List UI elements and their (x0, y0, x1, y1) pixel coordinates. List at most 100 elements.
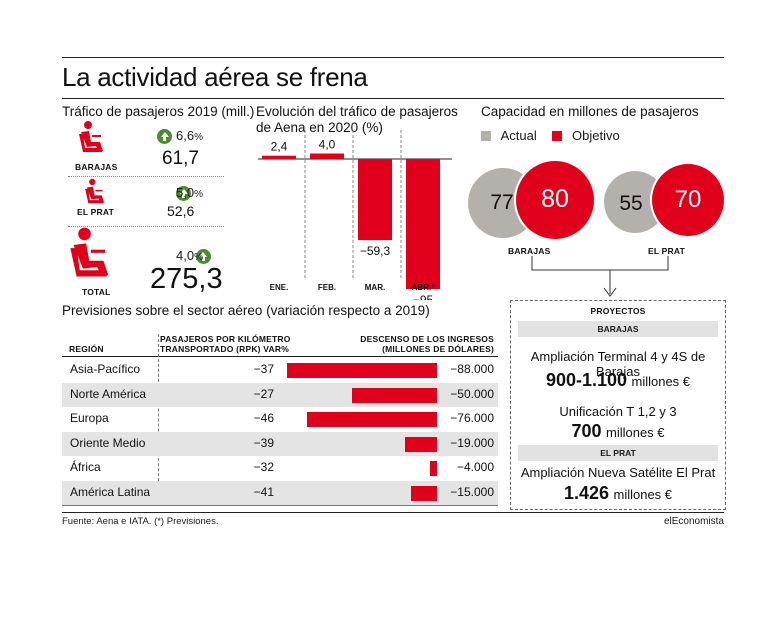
traffic-divider (68, 226, 224, 227)
chart-data-label: −59,3 (360, 244, 391, 258)
up-arrow-icon (157, 129, 172, 145)
region-cell: América Latina (70, 484, 151, 499)
rpk-cell: −27 (253, 386, 274, 401)
capacity-heading: Capacidad en millones de pasajeros (481, 104, 699, 119)
table-row: América Latina −41 −15.000 (62, 480, 498, 505)
projects-group-barajas: BARAJAS (518, 321, 718, 337)
growth-value: 4,0 (176, 248, 195, 263)
chart-data-label: 2,4 (271, 140, 288, 154)
table-header-rule (62, 356, 498, 357)
table-bottom-rule (62, 505, 498, 506)
project-text: Ampliación Terminal 4 y 4S de Barajas (530, 349, 706, 379)
chart-bar (406, 159, 440, 289)
revenue-bar (430, 461, 437, 476)
chart-bar (310, 153, 344, 159)
projects-heading: PROYECTOS (590, 306, 646, 316)
region-cell: Norte América (70, 386, 147, 401)
project-amount: 900-1.100 (545, 370, 628, 390)
traffic-growth-elprat: 5,0% (176, 185, 203, 200)
footer-source: Fuente: Aena e IATA. (*) Previsiones. (62, 516, 219, 527)
seat-icon-elprat (85, 178, 105, 204)
growth-pct: % (194, 252, 203, 263)
revenue-cell: −88.000 (450, 362, 494, 376)
chart-category-label: FEB. (318, 283, 336, 292)
region-cell: África (70, 460, 101, 474)
chart-category-label: ABR.* (412, 283, 436, 292)
legend-swatch-objetivo (552, 130, 563, 141)
revenue-bar (404, 436, 437, 452)
seat-icon-total (70, 227, 109, 277)
traffic-label-elprat: EL PRAT (77, 207, 114, 217)
chart-data-label: −95 (413, 293, 434, 300)
traffic-growth-barajas: 6,6% (176, 128, 203, 143)
rpk-cell: −46 (253, 411, 274, 425)
chart-data-label: 4,0 (319, 138, 336, 152)
rpk-cell: −37 (253, 362, 274, 376)
project-value: 900-1.100 millones € (511, 370, 725, 391)
project-amount: 1.426 (563, 483, 610, 503)
table-row: Europa −46 −76.000 (62, 407, 498, 431)
table-row: Norte América −27 −50.000 (62, 382, 498, 407)
col-header-revenue-line1: DESCENSO DE LOS INGRESOS (360, 334, 494, 344)
project-value: 1.426 millones € (511, 483, 725, 504)
capacity-actual-elprat: 55 (619, 192, 643, 215)
page-title: La actividad aérea se frena (62, 62, 368, 92)
revenue-bar (307, 412, 437, 427)
title-rule (62, 98, 724, 99)
projects-group-elprat: EL PRAT (518, 445, 718, 461)
traffic-heading: Tráfico de pasajeros 2019 (mill.) (62, 104, 255, 119)
project-text: Unificación T 1,2 y 3 (559, 404, 677, 419)
table-row: África −32 −4.000 (62, 456, 498, 480)
evolution-heading-line1: Evolución del tráfico de pasajeros (256, 104, 458, 119)
revenue-bar (287, 363, 437, 378)
rpk-cell: −41 (253, 484, 274, 499)
legend-label-objetivo: Objetivo (572, 128, 620, 144)
col-header-rpk-line1: PASAJEROS POR KILÓMETRO (160, 334, 291, 344)
revenue-bar (411, 485, 437, 501)
project-value: 700 millones € (511, 421, 725, 442)
growth-pct: % (194, 189, 203, 200)
region-cell: Asia-Pacífico (70, 362, 141, 376)
col-header-rpk: PASAJEROS POR KILÓMETRO TRANSPORTADO (RP… (160, 334, 291, 354)
col-header-revenue-line2: (MILLONES DE DÓLARES) (382, 344, 494, 354)
table-dashed-divider (158, 334, 159, 506)
growth-pct: % (194, 132, 203, 143)
traffic-value-barajas: 61,7 (162, 148, 199, 169)
table-row: Asia-Pacífico −37 −88.000 (62, 358, 498, 382)
region-cell: Europa (70, 411, 109, 425)
revenue-cell: −4.000 (456, 460, 494, 474)
up-arrow-icon (176, 186, 192, 202)
growth-value: 5,0 (176, 185, 195, 200)
project-unit: millones € (631, 374, 691, 389)
traffic-growth-total: 4,0% (176, 248, 203, 263)
chart-bar (358, 159, 392, 241)
forecast-heading: Previsiones sobre el sector aéreo (varia… (62, 303, 430, 318)
top-rule (62, 57, 724, 58)
project-unit: millones € (605, 425, 665, 440)
col-header-rpk-line2: TRANSPORTADO (RPK) VAR% (160, 344, 289, 354)
traffic-value-total: 275,3 (150, 263, 223, 295)
legend-swatch-actual (481, 130, 491, 141)
project-unit: millones € (613, 487, 673, 502)
capacity-objetivo-elprat: 70 (674, 186, 702, 213)
project-amount: 700 (571, 421, 602, 441)
projects-box (510, 300, 726, 510)
legend-label-actual: Actual (500, 128, 537, 144)
capacity-circle-objetivo-elprat (652, 164, 724, 236)
capacity-legend: Actual Objetivo (481, 127, 620, 143)
capacity-circle-objetivo-barajas (516, 161, 594, 239)
seat-icon-barajas (79, 121, 103, 152)
rpk-cell: −39 (253, 435, 274, 450)
col-header-region: REGIÓN (69, 344, 104, 354)
project-text: Ampliación Nueva Satélite El Prat (520, 465, 716, 480)
rpk-cell: −32 (253, 460, 274, 474)
revenue-bar (351, 387, 437, 403)
growth-value: 6,6 (176, 128, 195, 143)
footer-brand: elEconomista (663, 516, 724, 527)
chart-category-label: ENE. (270, 283, 289, 292)
capacity-objetivo-barajas: 80 (541, 185, 569, 213)
capacity-label-barajas: BARAJAS (508, 246, 551, 256)
chart-category-label: MAR. (365, 283, 385, 292)
up-arrow-icon (195, 249, 211, 265)
